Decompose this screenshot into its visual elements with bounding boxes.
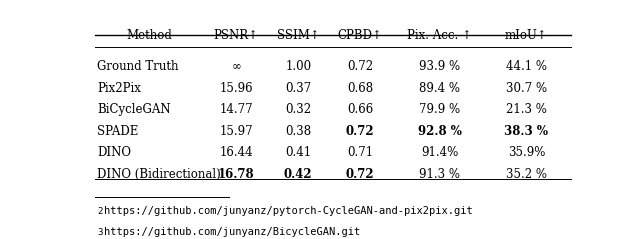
Text: Pix. Acc. ↑: Pix. Acc. ↑ (407, 29, 472, 43)
Text: 91.4%: 91.4% (421, 147, 458, 159)
Text: https://github.com/junyanz/pytorch-CycleGAN-and-pix2pix.git: https://github.com/junyanz/pytorch-Cycle… (104, 206, 472, 216)
Text: 16.78: 16.78 (218, 168, 255, 181)
Text: 79.9 %: 79.9 % (419, 103, 460, 116)
Text: 35.2 %: 35.2 % (506, 168, 547, 181)
Text: 30.7 %: 30.7 % (506, 82, 547, 95)
Text: CPBD↑: CPBD↑ (338, 29, 383, 43)
Text: 0.72: 0.72 (346, 125, 374, 138)
Text: DINO (Bidirectional): DINO (Bidirectional) (97, 168, 221, 181)
Text: 15.97: 15.97 (220, 125, 253, 138)
Text: ∞: ∞ (232, 60, 241, 73)
Text: 15.96: 15.96 (220, 82, 253, 95)
Text: 92.8 %: 92.8 % (418, 125, 461, 138)
Text: SPADE: SPADE (97, 125, 139, 138)
Text: 0.68: 0.68 (347, 82, 373, 95)
Text: 3: 3 (97, 228, 103, 237)
Text: 16.44: 16.44 (220, 147, 253, 159)
Text: SSIM↑: SSIM↑ (277, 29, 319, 43)
Text: 89.4 %: 89.4 % (419, 82, 460, 95)
Text: 44.1 %: 44.1 % (506, 60, 547, 73)
Text: DINO: DINO (97, 147, 131, 159)
Text: Pix2Pix: Pix2Pix (97, 82, 141, 95)
Text: 0.41: 0.41 (285, 147, 311, 159)
Text: 0.71: 0.71 (347, 147, 373, 159)
Text: 93.9 %: 93.9 % (419, 60, 460, 73)
Text: 1.00: 1.00 (285, 60, 311, 73)
Text: Method: Method (127, 29, 172, 43)
Text: 0.32: 0.32 (285, 103, 311, 116)
Text: mIoU↑: mIoU↑ (505, 29, 548, 43)
Text: PSNR↑: PSNR↑ (214, 29, 259, 43)
Text: 0.66: 0.66 (347, 103, 373, 116)
Text: 91.3 %: 91.3 % (419, 168, 460, 181)
Text: 0.72: 0.72 (346, 168, 374, 181)
Text: https://github.com/junyanz/BicycleGAN.git: https://github.com/junyanz/BicycleGAN.gi… (104, 227, 360, 237)
Text: 14.77: 14.77 (220, 103, 253, 116)
Text: 0.72: 0.72 (347, 60, 373, 73)
Text: 35.9%: 35.9% (508, 147, 545, 159)
Text: 21.3 %: 21.3 % (506, 103, 547, 116)
Text: Ground Truth: Ground Truth (97, 60, 179, 73)
Text: 0.37: 0.37 (285, 82, 312, 95)
Text: 38.3 %: 38.3 % (504, 125, 548, 138)
Text: 0.38: 0.38 (285, 125, 311, 138)
Text: 0.42: 0.42 (284, 168, 312, 181)
Text: BiCycleGAN: BiCycleGAN (97, 103, 171, 116)
Text: 2: 2 (97, 207, 103, 216)
